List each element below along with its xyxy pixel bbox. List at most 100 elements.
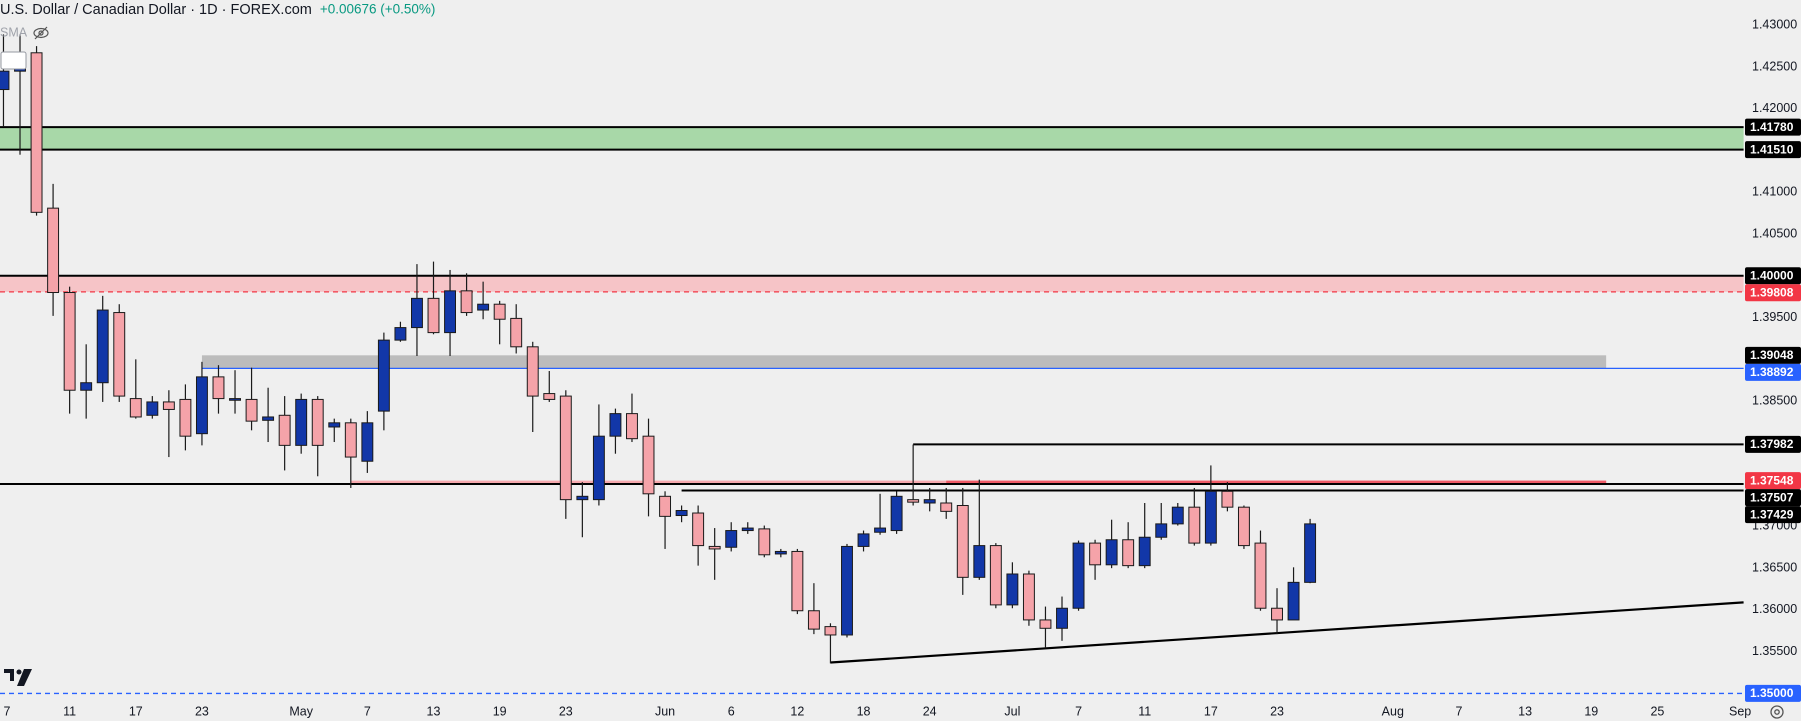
level-label: 1.37982 bbox=[1750, 437, 1794, 451]
level-label-box bbox=[1745, 267, 1801, 285]
level-label: 1.41780 bbox=[1750, 120, 1794, 134]
level-label: 1.38892 bbox=[1750, 365, 1794, 379]
level-label-box bbox=[1745, 506, 1801, 524]
level-label: 1.41510 bbox=[1750, 142, 1794, 156]
candle-body-down bbox=[692, 512, 705, 547]
candle-body-up bbox=[973, 545, 986, 578]
level-label: 1.37548 bbox=[1750, 473, 1794, 487]
candle-body-up bbox=[377, 339, 390, 412]
logo-part bbox=[4, 669, 14, 681]
y-tick-label: 1.40500 bbox=[1752, 226, 1797, 240]
candle-body-up bbox=[1072, 542, 1085, 609]
candle-body-up bbox=[1056, 607, 1068, 629]
time-axis: 7 11 17 23 May 7 13 19 23 Jun 6 12 18 24 Jul 7 11 17 23 Aug… bbox=[3, 704, 1751, 718]
candle-body-up bbox=[609, 413, 622, 437]
candle-body-down bbox=[1237, 506, 1250, 547]
candle-body-up bbox=[146, 401, 159, 416]
logo-part bbox=[16, 669, 22, 675]
candle-body-down bbox=[113, 312, 126, 397]
candle-body-down bbox=[758, 528, 771, 556]
x-tick-label: 7 bbox=[3, 704, 10, 718]
y-tick-label: 1.38500 bbox=[1752, 393, 1797, 407]
candle-body-down bbox=[989, 545, 1002, 606]
price-change: +0.00676 (+0.50%) bbox=[320, 2, 436, 17]
eye-pupil bbox=[38, 30, 44, 36]
candle-body-down bbox=[179, 398, 192, 437]
candle-body-down bbox=[659, 495, 672, 517]
candle-body-up bbox=[1204, 490, 1217, 544]
candle-body-down bbox=[526, 346, 539, 397]
x-tick-label: 19 bbox=[1584, 704, 1598, 718]
candle-body-down bbox=[63, 292, 76, 391]
x-tick-label: 17 bbox=[129, 704, 143, 718]
candle-body-down bbox=[278, 414, 291, 446]
y-tick-label: 1.36000 bbox=[1752, 602, 1797, 616]
x-tick-label: 18 bbox=[857, 704, 871, 718]
x-tick-label: Jun bbox=[655, 704, 675, 718]
trendline bbox=[830, 601, 1744, 664]
y-tick-label: 1.39500 bbox=[1752, 310, 1797, 324]
candle-body-up bbox=[841, 545, 853, 636]
candle-body-up bbox=[1304, 523, 1317, 583]
level-label-box bbox=[1745, 346, 1801, 364]
eye-slash bbox=[34, 26, 48, 40]
x-tick-label: May bbox=[289, 704, 313, 718]
candle-body-up bbox=[1171, 506, 1184, 525]
candle-body-up bbox=[592, 435, 605, 501]
candle-body-down bbox=[212, 376, 225, 400]
candle-body-down bbox=[1271, 607, 1283, 621]
x-tick-label: 11 bbox=[1138, 704, 1151, 718]
candle-body-down bbox=[427, 297, 440, 334]
candle-body-up bbox=[1138, 536, 1151, 567]
indicator-name[interactable]: SMA bbox=[0, 25, 28, 39]
y-tick-label: 1.42000 bbox=[1752, 101, 1797, 115]
logo[interactable] bbox=[4, 669, 32, 686]
level-label-box bbox=[1745, 118, 1801, 136]
candle-body-up bbox=[725, 530, 738, 548]
chart-title: U.S. Dollar / Canadian Dollar · 1D · FOR… bbox=[0, 2, 312, 18]
candle-body-down bbox=[510, 317, 523, 348]
y-tick-label: 1.36500 bbox=[1752, 560, 1797, 574]
candle-body-down bbox=[1022, 573, 1035, 621]
candle-body-down bbox=[129, 398, 142, 418]
candle-body-up bbox=[411, 297, 423, 329]
logo-part bbox=[17, 669, 32, 686]
price-axis: 1.43000 1.42500 1.42000 1.41000 1.40500 1.395… bbox=[1745, 18, 1801, 702]
x-tick-label: 6 bbox=[728, 704, 735, 718]
candle-body-up bbox=[675, 510, 688, 517]
zone bbox=[946, 480, 1607, 485]
x-tick-label: 25 bbox=[1650, 704, 1664, 718]
legend-toggle[interactable] bbox=[0, 51, 27, 70]
candle-body-down bbox=[47, 207, 60, 294]
candle-body-down bbox=[907, 499, 920, 503]
x-tick-label: 19 bbox=[493, 704, 507, 718]
y-tick-label: 1.41000 bbox=[1752, 185, 1797, 199]
settings-icon[interactable] bbox=[1770, 705, 1784, 719]
candle-body-down bbox=[824, 626, 837, 636]
candle-body-down bbox=[956, 505, 969, 578]
candle-body-down bbox=[807, 610, 820, 630]
level-label: 1.37429 bbox=[1750, 507, 1794, 521]
candle-body-up bbox=[774, 550, 787, 555]
visibility-icon[interactable] bbox=[33, 26, 49, 40]
x-tick-label: 7 bbox=[1075, 704, 1082, 718]
x-tick-label: Sep bbox=[1729, 704, 1751, 718]
level-label-box bbox=[1745, 684, 1801, 702]
candle-body-up bbox=[1105, 539, 1118, 566]
zone bbox=[201, 355, 1607, 369]
candle-body-up bbox=[923, 499, 936, 504]
candle-body-down bbox=[626, 413, 638, 440]
y-tick-label: 1.43000 bbox=[1752, 18, 1797, 32]
candle-body-up bbox=[361, 422, 374, 462]
candle-body-up bbox=[394, 327, 407, 341]
gear-outer bbox=[1770, 705, 1784, 719]
candle-body-down bbox=[162, 401, 175, 410]
candle-body-down bbox=[311, 398, 324, 446]
candle-body-down bbox=[708, 545, 721, 550]
candle-body-up bbox=[576, 495, 589, 501]
candle-body-down bbox=[1254, 542, 1267, 609]
x-tick-label: Aug bbox=[1382, 704, 1404, 718]
level-label: 1.40000 bbox=[1750, 268, 1794, 282]
candle-body-down bbox=[493, 303, 506, 320]
candle-body-down bbox=[1089, 542, 1102, 566]
